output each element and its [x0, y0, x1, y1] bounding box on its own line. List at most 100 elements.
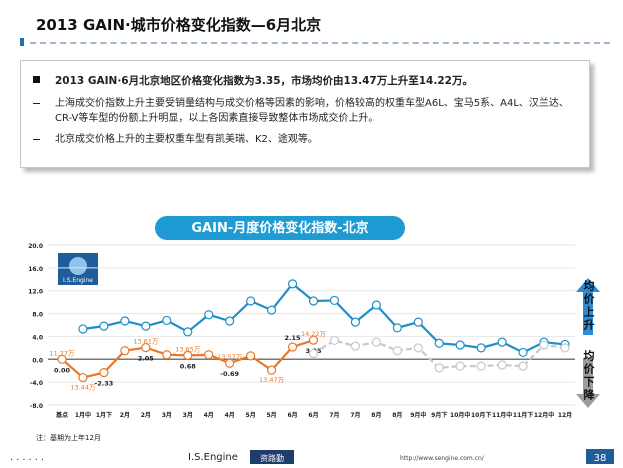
point	[308, 348, 319, 359]
point	[413, 317, 423, 327]
data-label: -0.69	[220, 370, 239, 378]
price-label: 14.22万	[301, 330, 327, 338]
y-tick-label: 0.0	[32, 357, 43, 364]
point	[371, 300, 381, 310]
point	[204, 350, 214, 360]
x-tick-label: 2月	[141, 411, 151, 419]
point	[266, 305, 277, 315]
point	[497, 337, 507, 347]
x-tick-label: 1月下	[96, 411, 112, 419]
footer-brand-cn: 资路勤	[260, 453, 284, 463]
x-tick-label: 1月中	[75, 411, 91, 419]
point	[266, 365, 277, 375]
point	[413, 343, 423, 353]
x-tick-label: 7月	[329, 411, 339, 419]
point	[183, 327, 193, 337]
point	[120, 316, 130, 326]
price-label: 11.77万	[49, 349, 75, 357]
slide-title: 2013 GAIN·城市价格变化指数—6月北京	[36, 16, 322, 34]
point	[162, 350, 172, 360]
point	[329, 295, 340, 306]
point	[455, 361, 465, 371]
page-box	[586, 449, 614, 464]
point	[497, 360, 507, 370]
point	[246, 296, 256, 306]
y-tick-label: 20.0	[28, 243, 43, 250]
point	[78, 324, 88, 334]
up-arrow	[576, 278, 600, 335]
point	[162, 315, 172, 326]
point	[350, 317, 361, 327]
price-label: 13.44万	[70, 384, 96, 392]
y-tick-label: -8.0	[30, 403, 43, 410]
data-label: -2.33	[95, 380, 114, 388]
summary-box: 2013 GAIN·6月北京地区价格变化指数为3.35，市场均价由13.47万上…	[20, 60, 590, 168]
point	[99, 321, 109, 331]
point	[183, 350, 193, 360]
chart-title-pill	[155, 216, 405, 240]
x-tick-label: 6月	[287, 411, 297, 419]
x-tick-label: 8月	[392, 411, 402, 419]
y-tick-label: 8.0	[32, 312, 43, 319]
point	[434, 338, 444, 348]
bullet: 上海成交价指数上升主要受销量结构与成交价格等因素的影响，价格较高的权重车型A6L…	[33, 96, 579, 126]
x-tick-label: 11月下	[513, 411, 533, 419]
data-label: 0.00	[54, 366, 71, 374]
chart-frame	[28, 205, 623, 445]
point	[476, 361, 486, 371]
data-label: 2.15	[285, 334, 302, 342]
x-tick-label: 基点	[55, 411, 68, 419]
price-label: 13.47万	[259, 376, 285, 384]
point	[308, 296, 319, 306]
point	[308, 335, 319, 345]
bullet: 北京成交价格上升的主要权重车型有凯美瑞、K2、途观等。	[33, 132, 579, 147]
data-label: 2.05	[138, 355, 155, 363]
title-rule	[30, 42, 610, 44]
point	[225, 316, 235, 326]
x-tick-label: 7月	[350, 411, 360, 419]
x-tick-label: 3月	[183, 411, 193, 419]
price-label: 13.57万	[217, 353, 243, 361]
data-label: 0.68	[180, 362, 197, 370]
logo-text: I.S.Engine	[63, 277, 93, 284]
x-tick-label: 10月中	[450, 411, 470, 419]
point	[141, 321, 151, 331]
x-tick-label: 12月中	[534, 411, 554, 419]
price-label: 13.65万	[175, 345, 201, 353]
headline: 2013 GAIN·6月北京地区价格变化指数为3.35，市场均价由13.47万上…	[33, 73, 579, 88]
point	[287, 342, 298, 352]
point	[246, 351, 256, 361]
point	[392, 323, 402, 333]
point	[141, 342, 151, 353]
dots: ......	[10, 452, 47, 463]
x-tick-label: 9月下	[431, 411, 447, 419]
point	[287, 279, 298, 289]
price-label: 13.61万	[133, 338, 159, 346]
point	[539, 340, 549, 350]
x-tick-label: 5月	[266, 411, 276, 419]
chart-title: GAIN-月度价格变化指数-北京	[191, 220, 368, 236]
point	[120, 346, 130, 356]
point	[518, 361, 528, 371]
point	[455, 340, 465, 350]
x-tick-label: 8月	[371, 411, 381, 419]
x-tick-label: 9月中	[410, 411, 426, 419]
down-label: 均价下降	[582, 350, 595, 402]
x-tick-label: 10月下	[471, 411, 491, 419]
point	[204, 310, 214, 320]
point	[371, 337, 381, 347]
x-tick-label: 3月	[162, 411, 172, 419]
footer-brand-box	[250, 450, 294, 464]
page-number: 38	[594, 453, 607, 464]
point	[57, 354, 67, 364]
point	[225, 358, 235, 368]
x-tick-label: 2月	[120, 411, 130, 419]
point	[99, 368, 109, 378]
y-tick-label: 16.0	[28, 266, 43, 273]
logo-globe	[69, 257, 87, 275]
point	[78, 372, 88, 383]
point	[560, 343, 570, 353]
footer-brand: I.S.Engine	[188, 452, 238, 463]
